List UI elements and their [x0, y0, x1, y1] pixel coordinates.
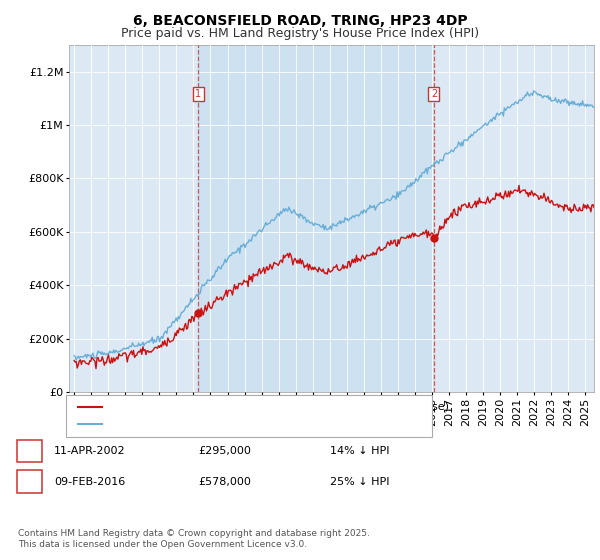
Text: Price paid vs. HM Land Registry's House Price Index (HPI): Price paid vs. HM Land Registry's House …	[121, 27, 479, 40]
Text: HPI: Average price, detached house, Dacorum: HPI: Average price, detached house, Daco…	[108, 419, 365, 429]
Text: £578,000: £578,000	[198, 477, 251, 487]
Text: 6, BEACONSFIELD ROAD, TRING, HP23 4DP (detached house): 6, BEACONSFIELD ROAD, TRING, HP23 4DP (d…	[108, 402, 449, 412]
Text: 14% ↓ HPI: 14% ↓ HPI	[330, 446, 389, 456]
Text: 1: 1	[195, 89, 201, 99]
Text: 11-APR-2002: 11-APR-2002	[54, 446, 125, 456]
Text: 25% ↓ HPI: 25% ↓ HPI	[330, 477, 389, 487]
Text: 2: 2	[26, 477, 33, 487]
Bar	[198, 45, 434, 392]
Text: Contains HM Land Registry data © Crown copyright and database right 2025.
This d: Contains HM Land Registry data © Crown c…	[18, 529, 370, 549]
Text: 2: 2	[431, 89, 437, 99]
Text: 6, BEACONSFIELD ROAD, TRING, HP23 4DP: 6, BEACONSFIELD ROAD, TRING, HP23 4DP	[133, 14, 467, 28]
Text: 09-FEB-2016: 09-FEB-2016	[54, 477, 125, 487]
Text: 1: 1	[26, 446, 33, 456]
Text: £295,000: £295,000	[198, 446, 251, 456]
